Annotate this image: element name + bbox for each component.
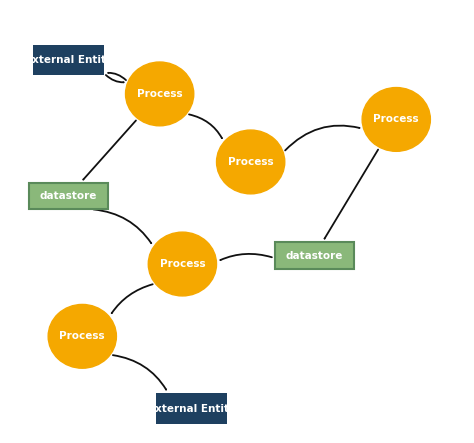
Text: Process: Process <box>137 89 182 99</box>
Text: External Entity: External Entity <box>25 55 112 65</box>
FancyArrowPatch shape <box>112 284 153 313</box>
Circle shape <box>362 88 430 152</box>
FancyArrowPatch shape <box>83 120 136 179</box>
Text: datastore: datastore <box>286 251 343 260</box>
Text: Process: Process <box>59 331 105 341</box>
Circle shape <box>48 304 117 368</box>
Text: External Entity: External Entity <box>147 404 236 414</box>
Circle shape <box>148 232 217 296</box>
FancyArrowPatch shape <box>108 73 126 80</box>
FancyBboxPatch shape <box>33 45 104 75</box>
FancyArrowPatch shape <box>220 254 272 260</box>
FancyBboxPatch shape <box>156 393 227 424</box>
Text: Process: Process <box>228 157 273 167</box>
Text: Process: Process <box>160 259 205 269</box>
Text: datastore: datastore <box>40 191 97 201</box>
FancyArrowPatch shape <box>285 125 359 151</box>
FancyArrowPatch shape <box>189 114 222 138</box>
FancyArrowPatch shape <box>93 210 151 243</box>
FancyArrowPatch shape <box>325 150 378 239</box>
FancyBboxPatch shape <box>274 242 354 269</box>
FancyBboxPatch shape <box>29 183 109 209</box>
FancyArrowPatch shape <box>106 75 124 82</box>
Circle shape <box>217 130 285 194</box>
FancyArrowPatch shape <box>113 355 166 389</box>
Circle shape <box>126 62 194 126</box>
Text: Process: Process <box>374 114 419 124</box>
